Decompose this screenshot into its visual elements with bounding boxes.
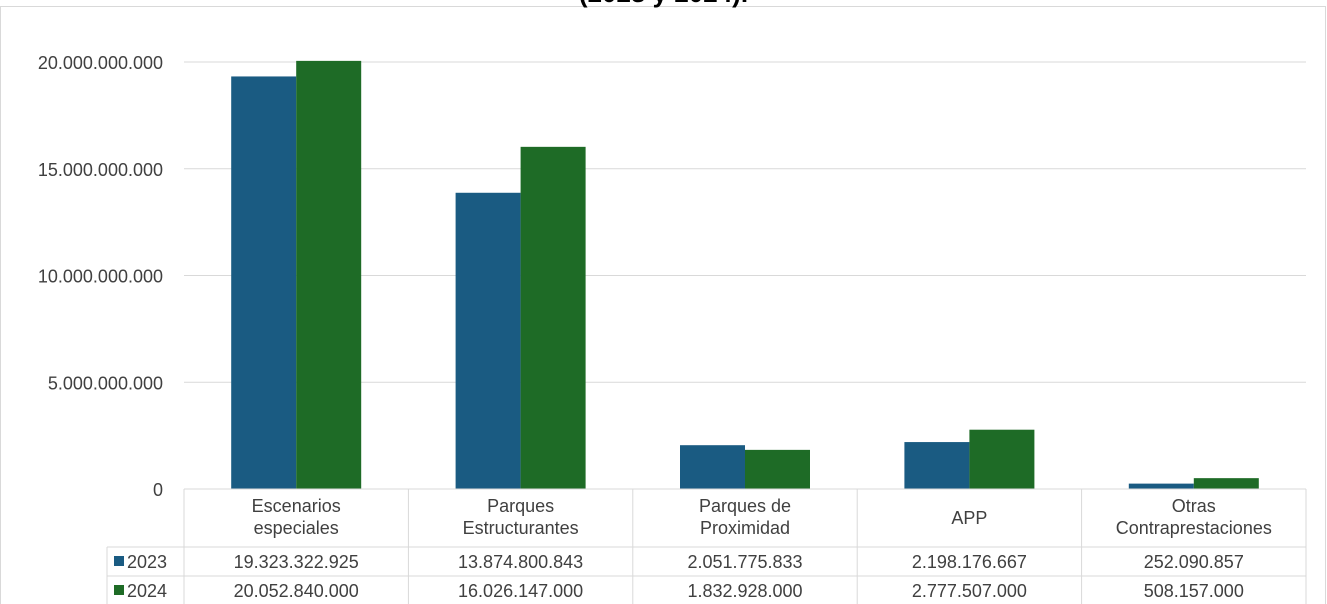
- bar-2023-0: [231, 76, 297, 489]
- y-tick-label: 20.000.000.000: [38, 53, 163, 73]
- y-tick-label: 5.000.000.000: [48, 373, 163, 393]
- bar-2023-3: [904, 442, 970, 489]
- chart-frame: [0, 6, 1326, 604]
- category-label: especiales: [254, 518, 339, 538]
- category-label: Proximidad: [700, 518, 790, 538]
- bar-2024-3: [969, 429, 1035, 489]
- data-table-value: 16.026.147.000: [458, 581, 583, 601]
- bar-2024-0: [296, 60, 362, 490]
- category-label: Otras: [1172, 496, 1216, 516]
- category-label: Contraprestaciones: [1116, 518, 1272, 538]
- category-label: APP: [951, 508, 987, 528]
- category-label: Estructurantes: [463, 518, 579, 538]
- data-table-value: 20.052.840.000: [234, 581, 359, 601]
- category-label: Escenarios: [252, 496, 341, 516]
- data-table-value: 19.323.322.925: [234, 552, 359, 572]
- bar-2023-4: [1128, 483, 1194, 489]
- data-table-value: 2.777.507.000: [912, 581, 1027, 601]
- data-table-value: 2.198.176.667: [912, 552, 1027, 572]
- bar-2024-2: [745, 449, 810, 489]
- bar-2024-1: [520, 146, 586, 489]
- category-label: Parques: [487, 496, 554, 516]
- y-tick-label: 10.000.000.000: [38, 267, 163, 287]
- legend-key-2024: [114, 585, 124, 595]
- data-table-value: 1.832.928.000: [687, 581, 802, 601]
- y-tick-label: 15.000.000.000: [38, 160, 163, 180]
- data-table-value: 252.090.857: [1144, 552, 1244, 572]
- category-label: Parques de: [699, 496, 791, 516]
- legend-label: 2023: [127, 552, 167, 572]
- chart-title: (2023 y 2024).: [0, 0, 1327, 9]
- bar-2024-4: [1193, 478, 1259, 489]
- data-table-value: 13.874.800.843: [458, 552, 583, 572]
- bar-2023-2: [680, 445, 745, 489]
- legend-key-2023: [114, 556, 124, 566]
- y-tick-label: 0: [153, 480, 163, 500]
- legend-label: 2024: [127, 581, 167, 601]
- data-table-value: 508.157.000: [1144, 581, 1244, 601]
- data-table-value: 2.051.775.833: [687, 552, 802, 572]
- bar-2023-1: [455, 192, 521, 489]
